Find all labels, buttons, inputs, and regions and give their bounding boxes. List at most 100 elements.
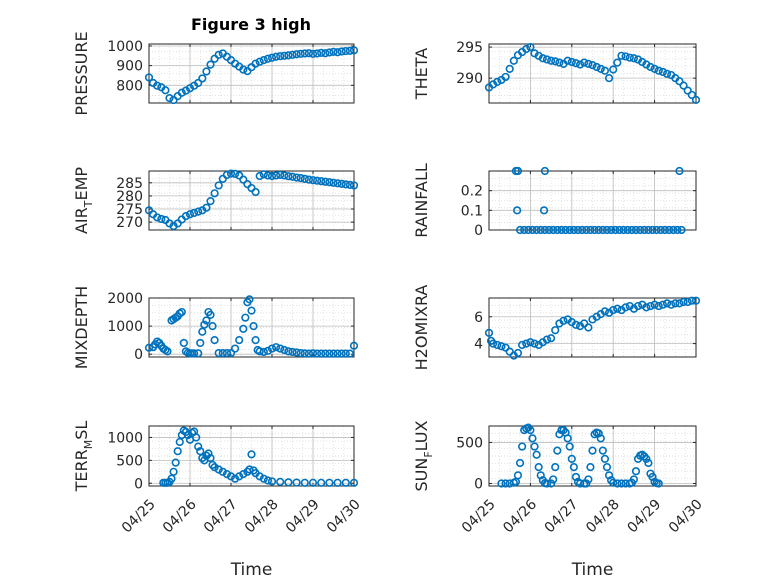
theta-ytick-label: 295 [456,40,483,56]
h2omixra-data-point [584,323,593,332]
pressure-data-point [239,65,248,74]
theta-data-point [658,67,667,77]
theta-data-point [691,95,701,104]
terr_msl-data-point [175,437,184,447]
terr_msl-data-point [222,469,231,479]
theta-data-point [571,59,581,68]
pressure-data-point [181,86,190,95]
air_temp-data-point [157,214,166,224]
pressure-data-point [272,52,281,61]
h2omixra-data-point [505,347,514,356]
air_temp-data-point [284,172,293,181]
mixdepth-data-point [198,327,207,336]
theta-data-point [596,64,605,73]
air_temp-data-point [308,176,318,185]
air_temp-ytick-label: 275 [116,202,143,218]
pressure-data-point [308,49,318,58]
air_temp-data-point [280,171,289,180]
rainfall-data-point [573,225,583,235]
terr_msl-data-point [349,478,359,487]
rainfall-data-point [586,225,595,235]
pressure-ytick-label: 1000 [107,39,143,55]
theta-data-point [654,66,663,75]
theta-axes: 290 295 THETA [412,40,701,104]
air_temp-data-point [231,169,240,178]
terr_msl-data-point [235,472,244,481]
pressure-data-point [329,47,338,56]
air_temp-data-point [181,212,190,221]
mixdepth-data-point [226,348,236,358]
h2omixra-data-point [580,319,589,328]
theta-data-point [509,56,518,65]
air_temp-data-point [272,171,281,180]
h2omixra-data-point [551,326,560,335]
rainfall-data-point [539,206,549,215]
rainfall-data-point [677,225,686,235]
rainfall-data-point [536,225,545,235]
mixdepth-data-point [210,336,219,345]
pressure-axes: 800 900 1000 PRESSURE [72,31,359,116]
mixdepth-data-point [208,321,217,331]
xtick-label: 04/25 [119,496,159,536]
xtick-label: 04/28 [583,496,623,536]
terr_msl-ylabel-main: TERR [72,449,91,492]
theta-data-point [621,52,630,61]
air_temp-data-point [251,187,260,197]
h2omixra-ylabel: H2OMIXRA [412,285,431,371]
sun_flux-data-point [551,462,560,472]
rainfall-data-point [598,225,607,235]
sun_flux-axes-box [488,425,697,487]
pressure-data-point [251,59,260,68]
mixdepth-data-point [288,347,297,357]
sun_flux-data-point [584,475,593,484]
pressure-data-point [280,51,289,60]
theta-data-point [584,59,593,68]
air_temp-data-point [222,170,231,180]
air_temp-data-point [235,171,244,180]
rainfall-data-point [565,225,574,235]
xtick-label: 04/29 [283,496,323,536]
terr_msl-data-point [231,474,240,483]
xlabel-time: Time [230,560,273,580]
theta-data-point [650,64,659,73]
mixdepth-ylabel: MIXDEPTH [72,286,91,369]
h2omixra-data-point [671,299,680,308]
sun_flux-ylabel-subscript: F [422,451,435,457]
theta-data-point [629,54,639,63]
sun_flux-data-point [598,446,607,455]
sun_flux-data-point [532,450,541,459]
mixdepth-data-point [292,348,301,357]
mixdepth-axes: 0 1000 2000 MIXDEPTH [72,286,359,369]
terr_msl-data-point [196,447,205,456]
mixdepth-data-point [190,349,199,358]
rainfall-data-point [619,225,628,235]
h2omixra-data-point [518,340,527,350]
terr_msl-data-point [214,465,223,474]
air_temp-data-point [329,178,338,187]
theta-data-point [604,74,614,83]
air_temp-data-point [259,170,268,179]
sun_flux-data-point [534,462,543,472]
pressure-ytick-label: 800 [116,78,143,94]
terr_msl-data-point [206,453,215,463]
pressure-data-point [177,88,186,97]
xtick-label: 04/27 [201,496,241,536]
pressure-data-point [259,56,268,65]
air_temp-data-point [206,197,215,206]
air_temp-ylabel-subscript: T [82,200,95,208]
xtick-label: 04/28 [242,496,282,536]
mixdepth-data-point [200,320,209,329]
pressure-data-point [296,49,305,58]
h2omixra-data-point [489,339,498,348]
theta-data-point [505,64,514,73]
rainfall-ylabel: RAINFALL [412,163,431,238]
pressure-data-point [206,60,215,69]
terr_msl-data-point [171,458,180,467]
sun_flux-data-point [549,475,558,484]
mixdepth-data-point [345,349,355,358]
pressure-data-point [292,50,301,59]
mixdepth-data-point [296,348,305,358]
air_temp-data-point [226,169,236,178]
pressure-ylabel-main: PRESSURE [72,31,91,115]
